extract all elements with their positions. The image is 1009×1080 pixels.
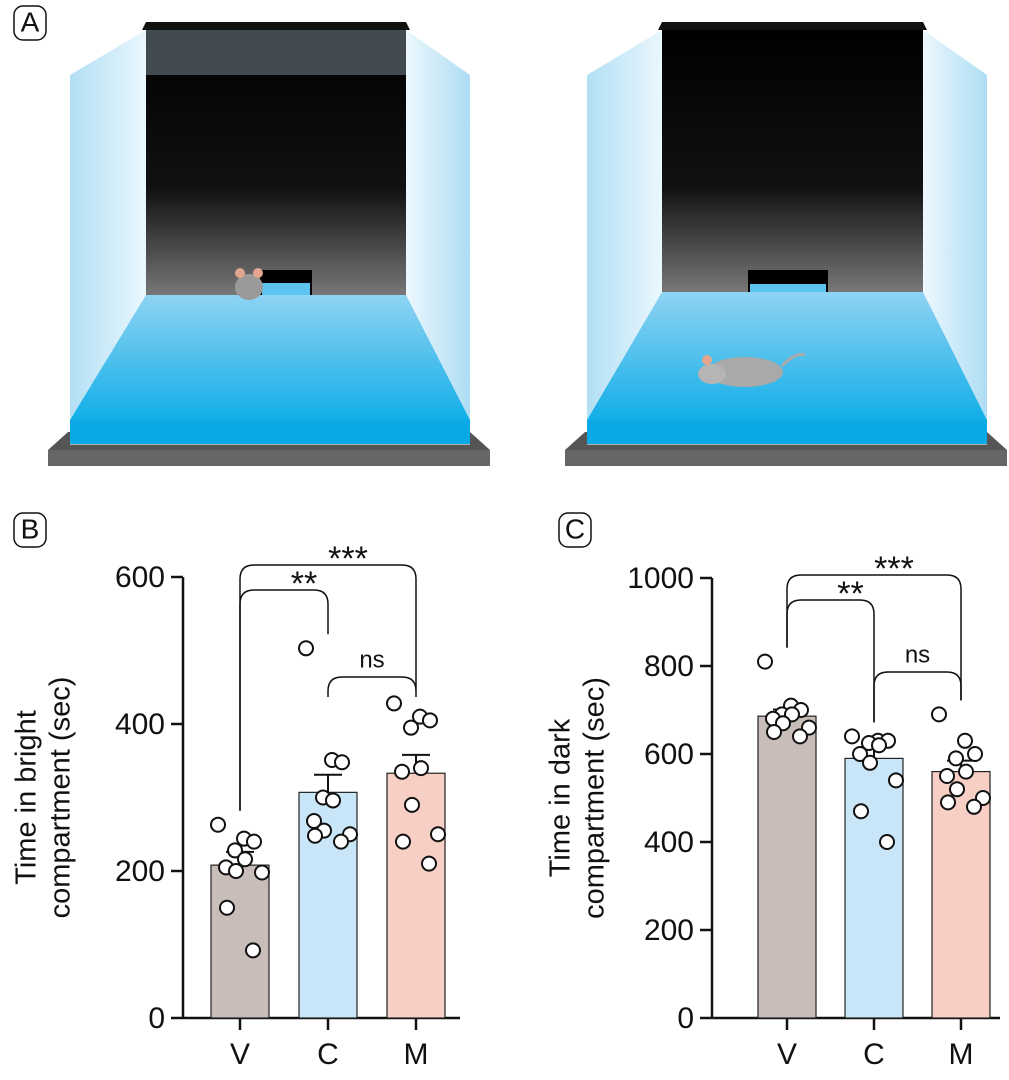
data-point xyxy=(422,857,436,871)
data-point xyxy=(431,827,445,841)
data-point xyxy=(404,721,418,735)
data-point xyxy=(308,829,322,843)
data-point xyxy=(414,761,428,775)
significance-bracket xyxy=(328,677,416,697)
y-axis-label: compartment (sec) xyxy=(45,677,77,919)
data-point xyxy=(334,835,348,849)
x-tick-label: C xyxy=(317,1038,339,1071)
data-point xyxy=(967,800,981,814)
apparatus-dark-entry xyxy=(565,22,1007,466)
data-point xyxy=(255,865,269,879)
y-tick-label: 1000 xyxy=(627,562,694,595)
data-point xyxy=(423,713,437,727)
data-point xyxy=(958,734,972,748)
bar xyxy=(845,758,903,1018)
data-point xyxy=(247,835,261,849)
y-tick-label: 0 xyxy=(677,1002,694,1035)
x-tick-label: C xyxy=(863,1038,885,1071)
apparatus-bright-start xyxy=(48,22,490,466)
data-point xyxy=(396,835,410,849)
figure: ABCTime in brightcompartment (sec)020040… xyxy=(0,0,1009,1080)
y-axis-label: compartment (sec) xyxy=(579,677,611,919)
data-point xyxy=(940,769,954,783)
y-tick-label: 200 xyxy=(644,914,694,947)
data-point xyxy=(932,707,946,721)
data-point xyxy=(793,729,807,743)
significance-bracket xyxy=(240,590,328,811)
y-tick-label: 600 xyxy=(644,738,694,771)
data-point xyxy=(395,765,409,779)
y-tick-label: 800 xyxy=(644,650,694,683)
data-point xyxy=(326,793,340,807)
x-tick-label: V xyxy=(777,1038,797,1071)
data-point xyxy=(854,804,868,818)
data-point xyxy=(863,756,877,770)
data-point xyxy=(335,755,349,769)
data-point xyxy=(246,943,260,957)
bar xyxy=(211,865,269,1018)
y-tick-label: 600 xyxy=(115,561,165,594)
data-point xyxy=(889,773,903,787)
data-point xyxy=(968,747,982,761)
y-tick-label: 400 xyxy=(115,708,165,741)
y-tick-label: 400 xyxy=(644,826,694,859)
data-point xyxy=(299,641,313,655)
data-point xyxy=(949,751,963,765)
data-point xyxy=(767,725,781,739)
panel-label: C xyxy=(565,513,585,544)
illustration xyxy=(48,22,1007,466)
data-point xyxy=(845,729,859,743)
data-point xyxy=(387,696,401,710)
data-point xyxy=(872,738,886,752)
significance-label: ** xyxy=(837,575,863,613)
data-point xyxy=(211,818,225,832)
y-tick-label: 0 xyxy=(148,1002,165,1035)
significance-label: *** xyxy=(328,540,368,578)
significance-label: ** xyxy=(291,565,317,603)
panel-label: B xyxy=(21,513,40,544)
panel-label: A xyxy=(21,6,40,37)
data-point xyxy=(959,765,973,779)
error-bar xyxy=(314,775,342,793)
y-tick-label: 200 xyxy=(115,855,165,888)
significance-label: ns xyxy=(905,641,930,668)
data-point xyxy=(758,655,772,669)
x-tick-label: M xyxy=(404,1038,429,1071)
x-tick-label: V xyxy=(230,1038,250,1071)
significance-bracket xyxy=(874,672,961,722)
y-axis-label: Time in dark xyxy=(545,718,577,877)
y-axis-label: Time in bright xyxy=(11,710,43,885)
bar xyxy=(758,716,816,1018)
data-point xyxy=(405,798,419,812)
data-point xyxy=(880,835,894,849)
data-point xyxy=(229,864,243,878)
x-tick-label: M xyxy=(949,1038,974,1071)
significance-label: *** xyxy=(874,550,914,588)
data-point xyxy=(950,782,964,796)
data-point xyxy=(220,901,234,915)
data-point xyxy=(941,795,955,809)
significance-label: ns xyxy=(359,646,384,673)
